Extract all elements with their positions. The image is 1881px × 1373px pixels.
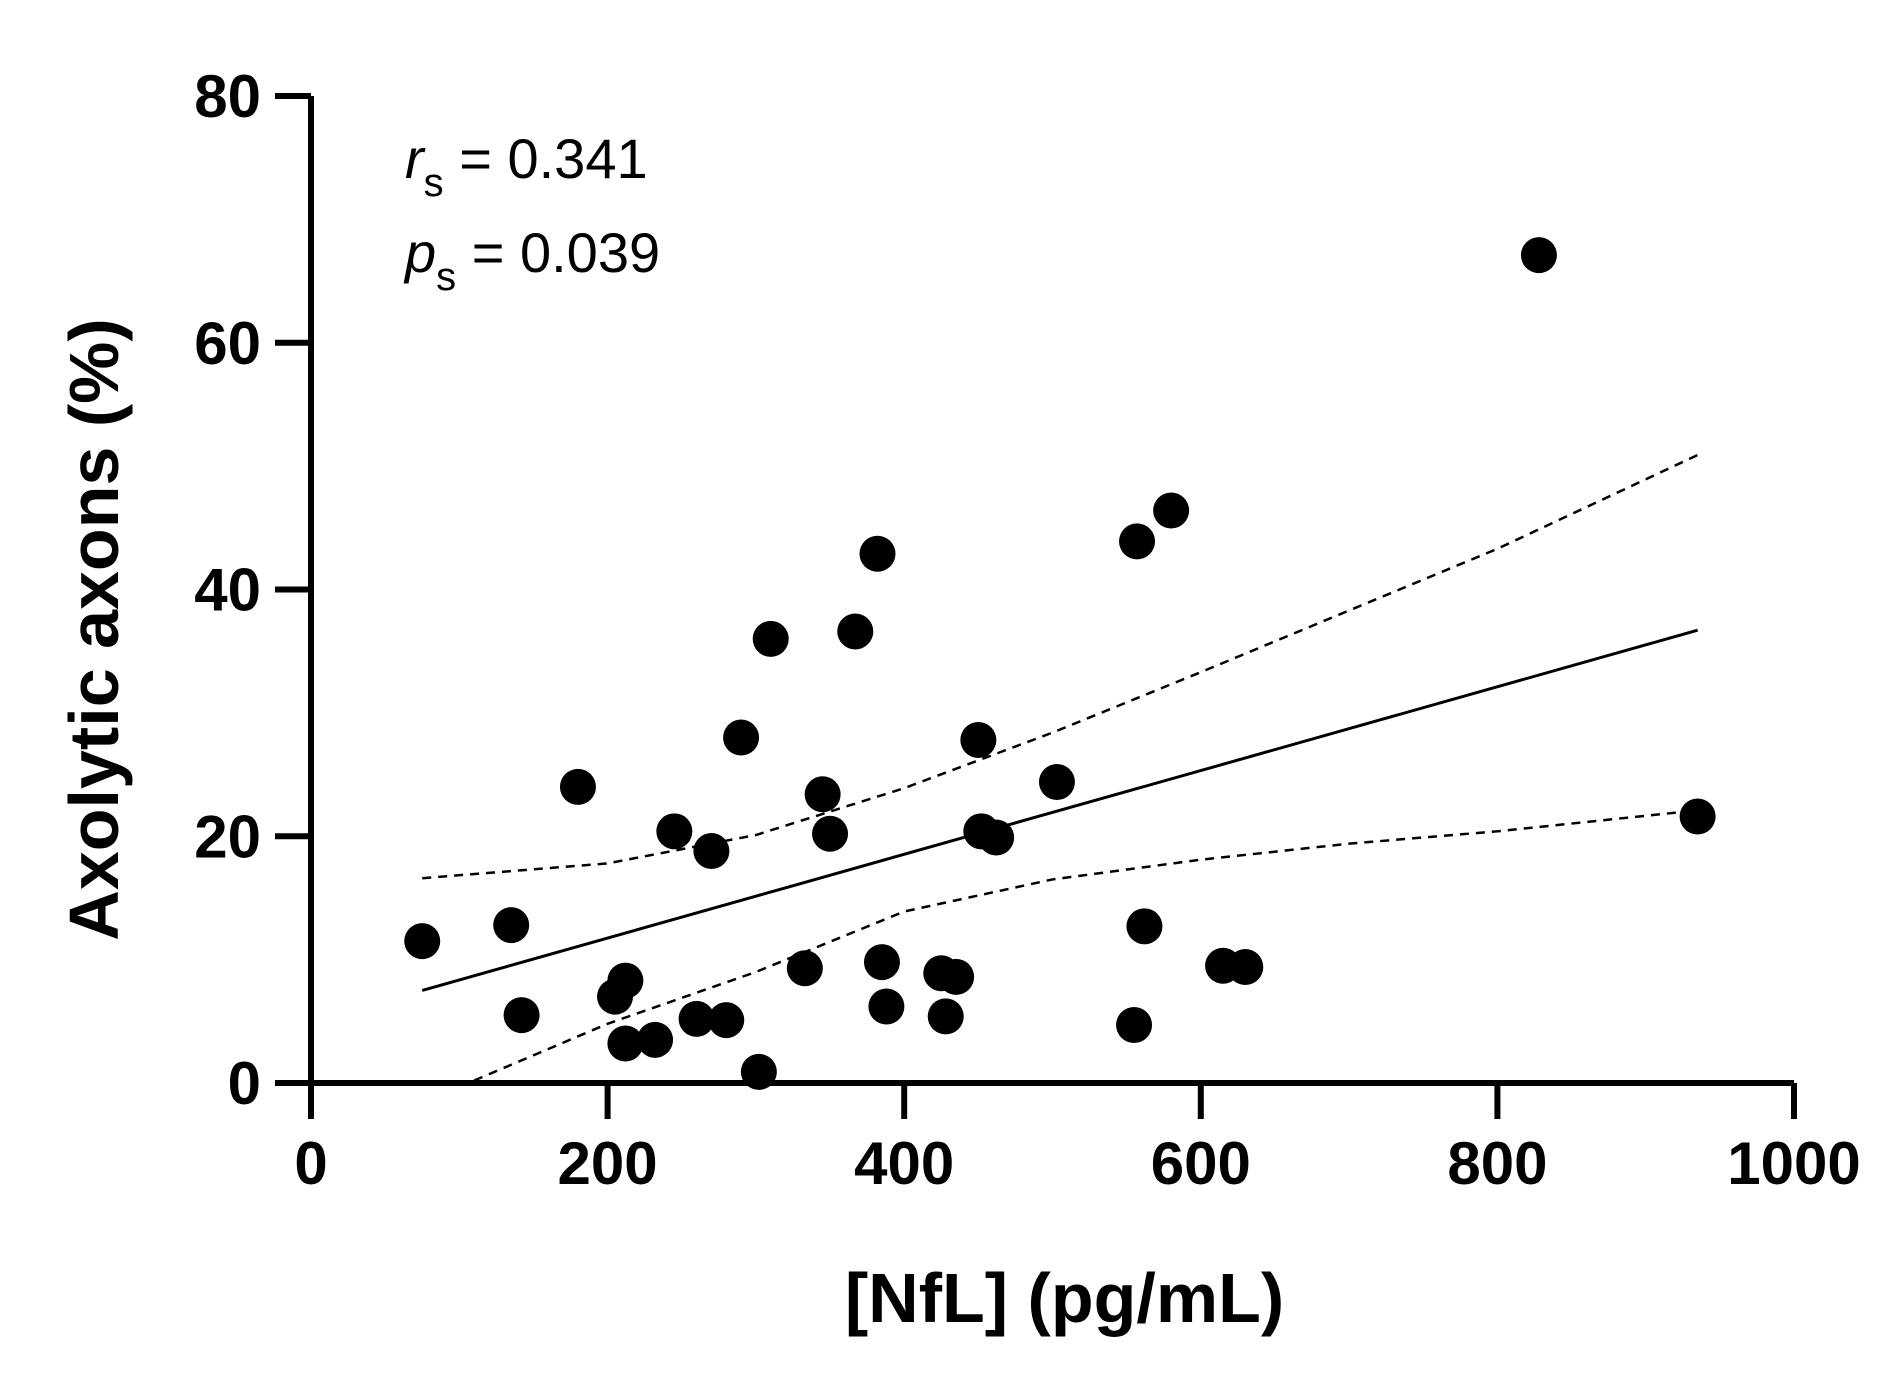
data-point bbox=[656, 813, 693, 850]
data-point bbox=[1227, 949, 1264, 986]
data-point bbox=[960, 722, 997, 759]
ci-lower-line bbox=[473, 809, 1698, 1082]
data-point bbox=[693, 833, 730, 870]
data-point bbox=[1119, 523, 1156, 560]
data-point bbox=[503, 997, 540, 1034]
data-point bbox=[404, 923, 441, 960]
data-point bbox=[804, 776, 841, 813]
spearman-r-annotation: rs = 0.341 bbox=[405, 127, 648, 205]
x-tick-label: 800 bbox=[1447, 1130, 1547, 1197]
data-point bbox=[708, 1002, 745, 1039]
y-tick-label: 20 bbox=[194, 803, 261, 870]
spearman-p-annotation: ps = 0.039 bbox=[403, 221, 660, 299]
y-tick-label: 80 bbox=[194, 63, 261, 130]
data-point bbox=[1679, 798, 1716, 835]
y-axis-title: Axolytic axons (%) bbox=[55, 318, 133, 940]
data-point bbox=[723, 719, 760, 756]
y-tick-label: 60 bbox=[194, 310, 261, 377]
x-tick-label: 1000 bbox=[1727, 1130, 1860, 1197]
x-tick-label: 0 bbox=[294, 1130, 327, 1197]
x-tick-label: 600 bbox=[1151, 1130, 1251, 1197]
data-point bbox=[607, 1025, 644, 1062]
x-tick-label: 200 bbox=[558, 1130, 658, 1197]
data-point bbox=[837, 613, 874, 650]
data-point bbox=[493, 907, 530, 944]
data-point bbox=[938, 958, 975, 995]
data-point bbox=[1153, 492, 1190, 529]
data-point bbox=[812, 815, 849, 852]
y-tick-label: 0 bbox=[228, 1050, 261, 1117]
data-point bbox=[559, 768, 596, 805]
data-point bbox=[863, 944, 900, 981]
data-point bbox=[607, 962, 644, 999]
x-tick-label: 400 bbox=[854, 1130, 954, 1197]
data-point bbox=[678, 1000, 715, 1037]
statistics-annotation: rs = 0.341 ps = 0.039 bbox=[403, 127, 660, 299]
data-point bbox=[978, 819, 1015, 856]
fit-curves bbox=[421, 453, 1699, 1082]
data-points bbox=[404, 237, 1716, 1090]
ci-upper-line bbox=[422, 453, 1699, 880]
data-point bbox=[927, 998, 964, 1035]
data-point bbox=[859, 535, 896, 572]
data-point bbox=[1116, 1007, 1153, 1044]
x-axis-title: [NfL] (pg/mL) bbox=[845, 1259, 1284, 1337]
data-point bbox=[1520, 237, 1557, 274]
data-point bbox=[1126, 908, 1163, 945]
regression-line bbox=[421, 628, 1699, 992]
data-point bbox=[637, 1021, 674, 1058]
data-point bbox=[752, 620, 789, 657]
data-point bbox=[786, 950, 823, 987]
data-point bbox=[1038, 763, 1075, 800]
data-point bbox=[868, 988, 905, 1025]
y-tick-label: 40 bbox=[194, 557, 261, 624]
